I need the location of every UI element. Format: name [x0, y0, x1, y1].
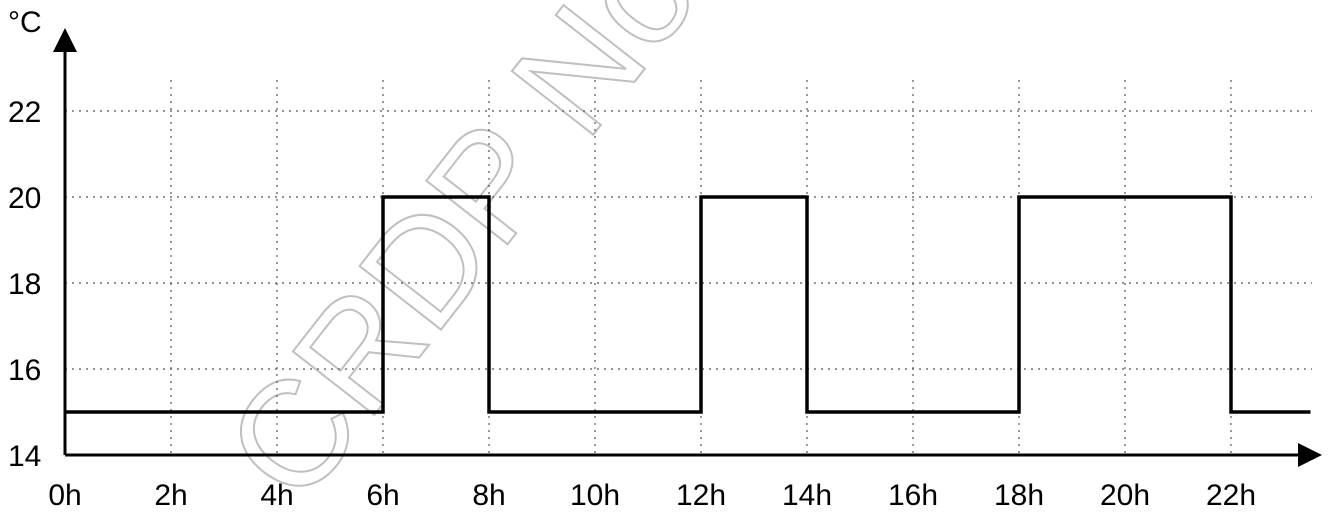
x-tick-label: 20h — [1100, 479, 1150, 512]
grid — [65, 80, 1312, 455]
watermark: CRDP Nord Pas-de-Calais — [192, 0, 1334, 514]
y-axis-unit-label: °C — [8, 6, 42, 39]
x-tick-label: 12h — [676, 479, 726, 512]
axes: °C — [8, 6, 1322, 467]
y-axis-arrow-icon — [53, 28, 77, 52]
x-tick-label: 14h — [782, 479, 832, 512]
x-tick-label: 8h — [472, 479, 505, 512]
tick-labels: 14 16 18 20 22 0h 2h 4h 6h 8h 10h 12h 14h 16h 18h 20h 22… — [8, 96, 1256, 512]
x-tick-label: 2h — [154, 479, 187, 512]
x-tick-label: 22h — [1206, 479, 1256, 512]
x-axis-arrow-icon — [1298, 443, 1322, 467]
y-tick-label: 14 — [8, 440, 41, 473]
x-tick-label: 6h — [366, 479, 399, 512]
series — [65, 195, 1311, 414]
x-tick-label: 18h — [994, 479, 1044, 512]
x-tick-label: 0h — [48, 479, 81, 512]
y-tick-label: 22 — [8, 96, 41, 129]
watermark-text: CRDP Nord Pas-de-Calais — [193, 0, 1334, 514]
y-tick-label: 20 — [8, 182, 41, 215]
x-tick-label: 4h — [260, 479, 293, 512]
x-tick-label: 10h — [570, 479, 620, 512]
temperature-series-line — [65, 195, 1311, 414]
y-tick-label: 18 — [8, 268, 41, 301]
x-tick-label: 16h — [888, 479, 938, 512]
y-tick-label: 16 — [8, 354, 41, 387]
